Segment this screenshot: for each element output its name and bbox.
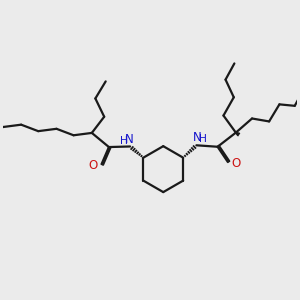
Text: H: H bbox=[199, 134, 207, 144]
Text: O: O bbox=[89, 159, 98, 172]
Text: H: H bbox=[120, 136, 128, 146]
Text: N: N bbox=[193, 131, 201, 144]
Text: N: N bbox=[125, 133, 134, 146]
Text: O: O bbox=[231, 157, 241, 170]
